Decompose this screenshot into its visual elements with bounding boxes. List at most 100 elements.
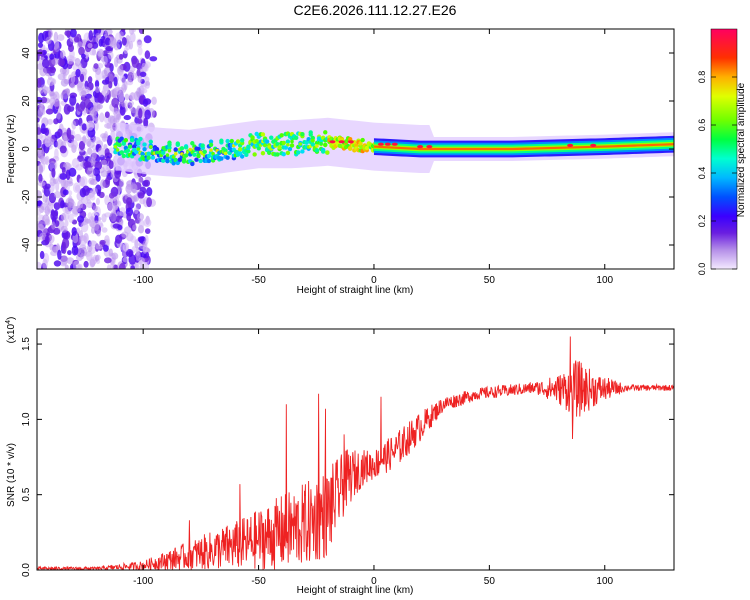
noise-dot — [138, 219, 145, 229]
noise-dot — [44, 141, 51, 147]
noise-dot — [37, 117, 40, 123]
signal-blob — [293, 135, 299, 141]
noise-dot — [68, 213, 74, 223]
noise-dot — [138, 108, 143, 119]
noise-dot — [100, 159, 108, 166]
noise-dot — [71, 226, 77, 236]
signal-blob — [360, 137, 365, 143]
noise-dot — [64, 264, 69, 269]
signal-blob — [286, 142, 290, 147]
noise-dot — [109, 126, 116, 133]
noise-dot — [70, 74, 76, 84]
x-tick-label: 50 — [484, 576, 496, 587]
signal-blob — [263, 143, 267, 148]
signal-blob — [171, 155, 176, 159]
noise-dot — [139, 71, 147, 78]
noise-dot — [39, 232, 47, 241]
noise-dot — [144, 228, 151, 234]
noise-dot — [103, 66, 111, 77]
noise-dot — [62, 179, 68, 190]
noise-dot — [81, 123, 87, 131]
noise-dot — [87, 199, 92, 205]
noise-dot — [48, 181, 55, 193]
noise-dot — [68, 167, 77, 177]
signal-blob — [190, 141, 195, 146]
noise-dot — [91, 187, 98, 195]
noise-dot — [146, 197, 153, 208]
spectrogram-y-label: Frequency (Hz) — [6, 115, 17, 184]
noise-dot — [79, 187, 87, 198]
noise-dot — [37, 42, 43, 48]
noise-dot — [131, 182, 137, 193]
noise-dot — [40, 128, 48, 134]
noise-dot — [69, 29, 77, 38]
peak-mark — [347, 140, 354, 144]
noise-dot — [45, 36, 52, 45]
signal-blob — [150, 155, 156, 160]
signal-blob — [235, 139, 241, 144]
noise-dot — [144, 63, 149, 72]
signal-blob — [148, 145, 153, 149]
noise-dot — [61, 241, 66, 248]
noise-dot — [60, 78, 69, 87]
peak-mark — [377, 142, 384, 146]
signal-blob — [113, 144, 118, 149]
noise-dot — [149, 56, 158, 62]
signal-blob — [347, 146, 353, 151]
noise-dot — [74, 133, 82, 142]
noise-dot — [136, 68, 141, 77]
noise-dot — [71, 158, 80, 169]
signal-blob — [281, 140, 286, 146]
signal-blob — [115, 148, 120, 152]
noise-dot — [59, 145, 67, 154]
noise-dot — [118, 95, 125, 105]
noise-dot — [129, 32, 136, 43]
noise-dot — [80, 246, 88, 257]
signal-blob — [173, 152, 178, 156]
signal-blob — [269, 135, 274, 140]
signal-blob — [125, 148, 131, 153]
signal-blob — [264, 139, 270, 144]
noise-dot — [49, 53, 55, 60]
noise-dot — [95, 197, 101, 206]
noise-dot — [114, 168, 122, 179]
noise-dot — [43, 86, 49, 95]
signal-blob — [121, 141, 126, 146]
noise-dot — [71, 245, 79, 256]
colorbar-label: Normalized spectral amplitude — [736, 82, 747, 217]
noise-dot — [130, 235, 137, 243]
noise-dot — [104, 122, 113, 129]
x-tick-label: 100 — [596, 275, 613, 286]
y-tick-label: 0.5 — [21, 487, 32, 501]
signal-blob — [136, 141, 141, 146]
noise-dot — [91, 149, 97, 161]
noise-dot — [75, 205, 81, 213]
noise-dot — [96, 103, 103, 110]
noise-dot — [143, 98, 152, 105]
noise-dot — [102, 244, 109, 252]
noise-dot — [56, 111, 61, 120]
peak-mark — [590, 143, 597, 147]
noise-dot — [44, 218, 51, 226]
signal-blob — [175, 141, 180, 146]
signal-blob — [219, 156, 224, 161]
noise-dot — [122, 257, 131, 263]
noise-dot — [104, 111, 110, 119]
noise-dot — [106, 264, 112, 269]
noise-dot — [130, 108, 138, 114]
noise-dot — [60, 50, 66, 59]
noise-dot — [51, 221, 56, 230]
signal-blob — [219, 138, 224, 143]
signal-blob — [140, 151, 145, 156]
noise-dot — [38, 32, 45, 44]
signal-blob — [138, 136, 143, 142]
noise-dot — [44, 183, 51, 190]
signal-blob — [119, 150, 124, 155]
noise-dot — [119, 207, 126, 217]
signal-blob — [146, 155, 151, 160]
noise-dot — [47, 118, 53, 125]
y-tick-label: 0 — [21, 146, 32, 152]
snr-frame — [36, 328, 675, 571]
noise-dot — [94, 85, 101, 93]
peak-mark — [426, 145, 433, 149]
